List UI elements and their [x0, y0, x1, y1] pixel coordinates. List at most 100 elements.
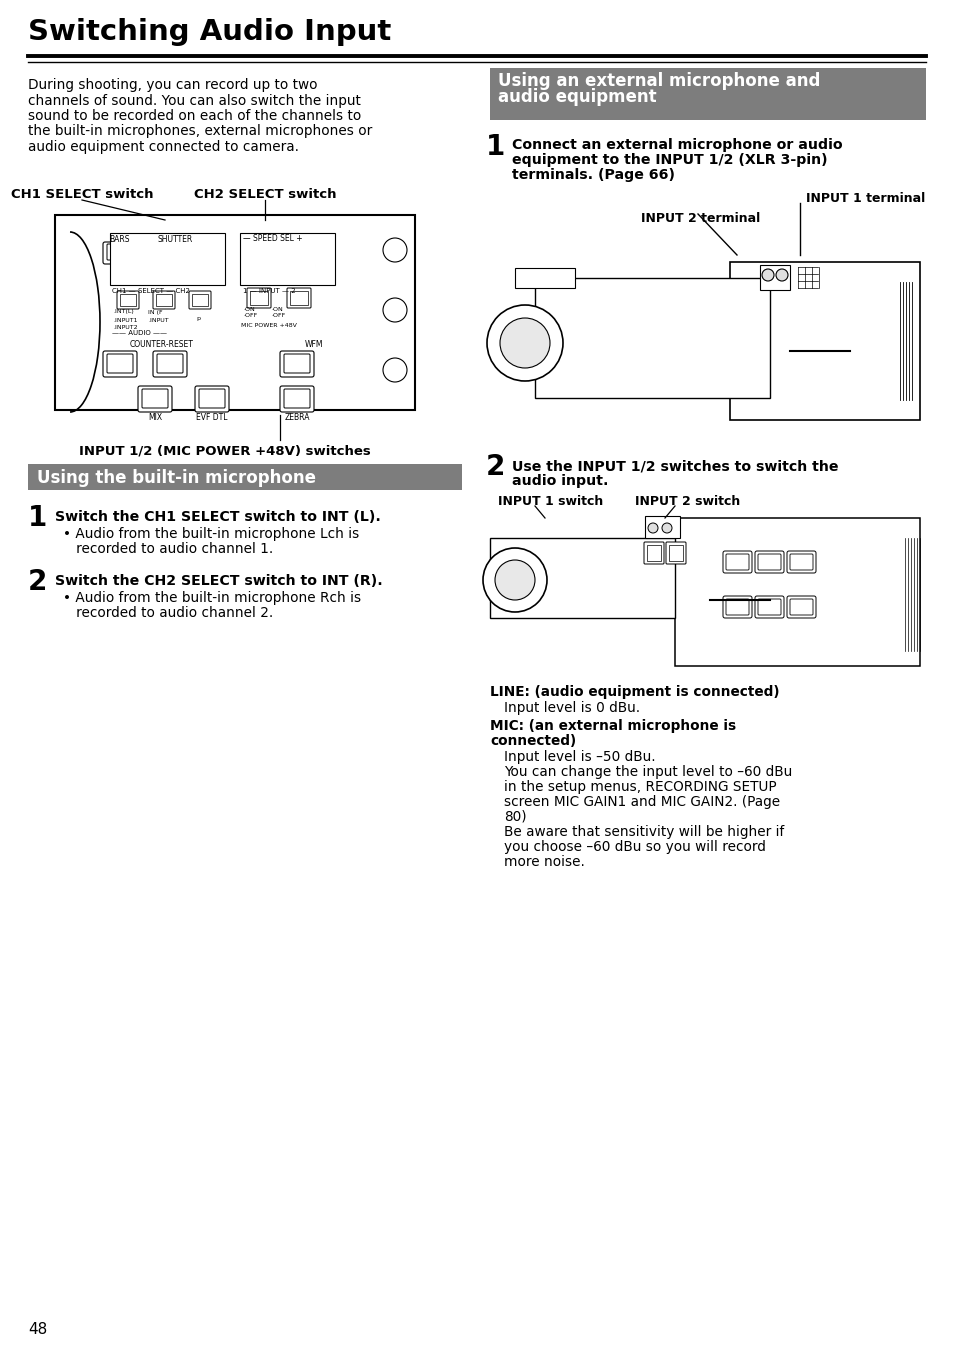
- Text: 2: 2: [28, 567, 48, 596]
- Text: During shooting, you can record up to two: During shooting, you can record up to tw…: [28, 79, 317, 92]
- Bar: [490, 538, 675, 617]
- FancyBboxPatch shape: [725, 598, 748, 615]
- Circle shape: [382, 238, 407, 263]
- Text: in the setup menus, RECORDING SETUP: in the setup menus, RECORDING SETUP: [503, 780, 776, 793]
- Text: COUNTER-RESET: COUNTER-RESET: [130, 340, 193, 349]
- Text: Input level is 0 dBu.: Input level is 0 dBu.: [503, 701, 639, 715]
- FancyBboxPatch shape: [722, 596, 751, 617]
- FancyBboxPatch shape: [290, 291, 308, 305]
- FancyBboxPatch shape: [643, 542, 663, 565]
- Text: CH2 SELECT switch: CH2 SELECT switch: [193, 188, 335, 200]
- Text: You can change the input level to –60 dBu: You can change the input level to –60 dB…: [503, 765, 791, 779]
- Text: Switch the CH1 SELECT switch to INT (L).: Switch the CH1 SELECT switch to INT (L).: [55, 510, 380, 524]
- FancyBboxPatch shape: [789, 598, 812, 615]
- Bar: [110, 233, 225, 284]
- Text: the built-in microphones, external microphones or: the built-in microphones, external micro…: [28, 125, 372, 138]
- FancyBboxPatch shape: [754, 551, 783, 573]
- Text: INPUT 1/2 (MIC POWER +48V) switches: INPUT 1/2 (MIC POWER +48V) switches: [79, 445, 371, 458]
- FancyBboxPatch shape: [722, 551, 751, 573]
- FancyBboxPatch shape: [255, 242, 285, 264]
- FancyBboxPatch shape: [280, 386, 314, 412]
- Text: MIC POWER +48V: MIC POWER +48V: [241, 324, 296, 328]
- Text: Switching Audio Input: Switching Audio Input: [28, 18, 391, 46]
- FancyBboxPatch shape: [668, 546, 682, 561]
- Text: — SPEED SEL +: — SPEED SEL +: [243, 234, 302, 242]
- Text: ·OFF: ·OFF: [243, 313, 257, 318]
- FancyBboxPatch shape: [194, 386, 229, 412]
- Text: SHUTTER: SHUTTER: [157, 236, 193, 244]
- Text: • Audio from the built-in microphone Lch is: • Audio from the built-in microphone Lch…: [63, 527, 359, 542]
- Text: Be aware that sensitivity will be higher if: Be aware that sensitivity will be higher…: [503, 825, 783, 839]
- Text: screen MIC GAIN1 and MIC GAIN2. (Page: screen MIC GAIN1 and MIC GAIN2. (Page: [503, 795, 780, 808]
- Text: equipment to the INPUT 1/2 (XLR 3-pin): equipment to the INPUT 1/2 (XLR 3-pin): [512, 153, 827, 167]
- FancyBboxPatch shape: [157, 353, 183, 372]
- Circle shape: [382, 298, 407, 322]
- Text: MIC: (an external microphone is: MIC: (an external microphone is: [490, 719, 736, 733]
- FancyBboxPatch shape: [162, 244, 188, 260]
- Text: recorded to audio channel 1.: recorded to audio channel 1.: [63, 542, 273, 556]
- Bar: [644, 516, 679, 538]
- FancyBboxPatch shape: [786, 551, 815, 573]
- Text: 80): 80): [503, 810, 526, 825]
- FancyBboxPatch shape: [152, 291, 174, 309]
- Text: 2: 2: [485, 454, 505, 481]
- Text: 48: 48: [28, 1322, 48, 1336]
- Text: Switch the CH2 SELECT switch to INT (R).: Switch the CH2 SELECT switch to INT (R).: [55, 574, 382, 588]
- FancyBboxPatch shape: [284, 353, 310, 372]
- Text: —— AUDIO ——: —— AUDIO ——: [112, 330, 167, 336]
- Text: Connect an external microphone or audio: Connect an external microphone or audio: [512, 138, 841, 152]
- Circle shape: [482, 548, 546, 612]
- FancyBboxPatch shape: [280, 351, 314, 376]
- Text: INPUT 1 terminal: INPUT 1 terminal: [805, 192, 924, 204]
- Text: audio equipment: audio equipment: [497, 88, 656, 106]
- FancyBboxPatch shape: [247, 288, 271, 307]
- Text: .INPUT2: .INPUT2: [112, 325, 137, 330]
- Text: 1: 1: [485, 133, 505, 161]
- Text: Using an external microphone and: Using an external microphone and: [497, 72, 820, 89]
- Text: 1: 1: [28, 504, 48, 532]
- Circle shape: [775, 269, 787, 282]
- FancyBboxPatch shape: [754, 596, 783, 617]
- Text: WFM: WFM: [305, 340, 323, 349]
- FancyBboxPatch shape: [120, 294, 136, 306]
- Text: you choose –60 dBu so you will record: you choose –60 dBu so you will record: [503, 839, 765, 854]
- Text: .INPUT: .INPUT: [148, 318, 169, 324]
- FancyBboxPatch shape: [287, 288, 311, 307]
- FancyBboxPatch shape: [288, 242, 316, 264]
- Circle shape: [661, 523, 671, 533]
- FancyBboxPatch shape: [789, 554, 812, 570]
- Circle shape: [486, 305, 562, 380]
- Text: recorded to audio channel 2.: recorded to audio channel 2.: [63, 607, 273, 620]
- Text: BARS: BARS: [110, 236, 131, 244]
- Bar: [515, 268, 575, 288]
- Circle shape: [761, 269, 773, 282]
- FancyBboxPatch shape: [786, 596, 815, 617]
- Text: EVF DTL: EVF DTL: [196, 413, 228, 422]
- Text: channels of sound. You can also switch the input: channels of sound. You can also switch t…: [28, 93, 360, 107]
- FancyBboxPatch shape: [646, 546, 660, 561]
- FancyBboxPatch shape: [117, 291, 139, 309]
- Text: Use the INPUT 1/2 switches to switch the: Use the INPUT 1/2 switches to switch the: [512, 459, 838, 473]
- Bar: [535, 278, 769, 398]
- Bar: [729, 263, 919, 420]
- Text: • Audio from the built-in microphone Rch is: • Audio from the built-in microphone Rch…: [63, 590, 361, 605]
- Circle shape: [382, 357, 407, 382]
- FancyBboxPatch shape: [138, 386, 172, 412]
- Text: MIX: MIX: [148, 413, 162, 422]
- FancyBboxPatch shape: [725, 554, 748, 570]
- Bar: [490, 68, 925, 121]
- FancyBboxPatch shape: [107, 244, 132, 260]
- Text: CH1 — SELECT — CH2: CH1 — SELECT — CH2: [112, 288, 190, 294]
- Text: Using the built-in microphone: Using the built-in microphone: [37, 468, 315, 487]
- FancyBboxPatch shape: [142, 389, 168, 408]
- Text: p: p: [195, 315, 200, 321]
- Text: Input level is –50 dBu.: Input level is –50 dBu.: [503, 750, 655, 764]
- Text: connected): connected): [490, 734, 576, 747]
- FancyBboxPatch shape: [758, 554, 781, 570]
- FancyBboxPatch shape: [189, 291, 211, 309]
- Text: terminals. (Page 66): terminals. (Page 66): [512, 168, 675, 181]
- Bar: [28, 464, 461, 490]
- Text: audio input.: audio input.: [512, 474, 608, 487]
- FancyBboxPatch shape: [199, 389, 225, 408]
- Text: ·ON: ·ON: [243, 307, 254, 311]
